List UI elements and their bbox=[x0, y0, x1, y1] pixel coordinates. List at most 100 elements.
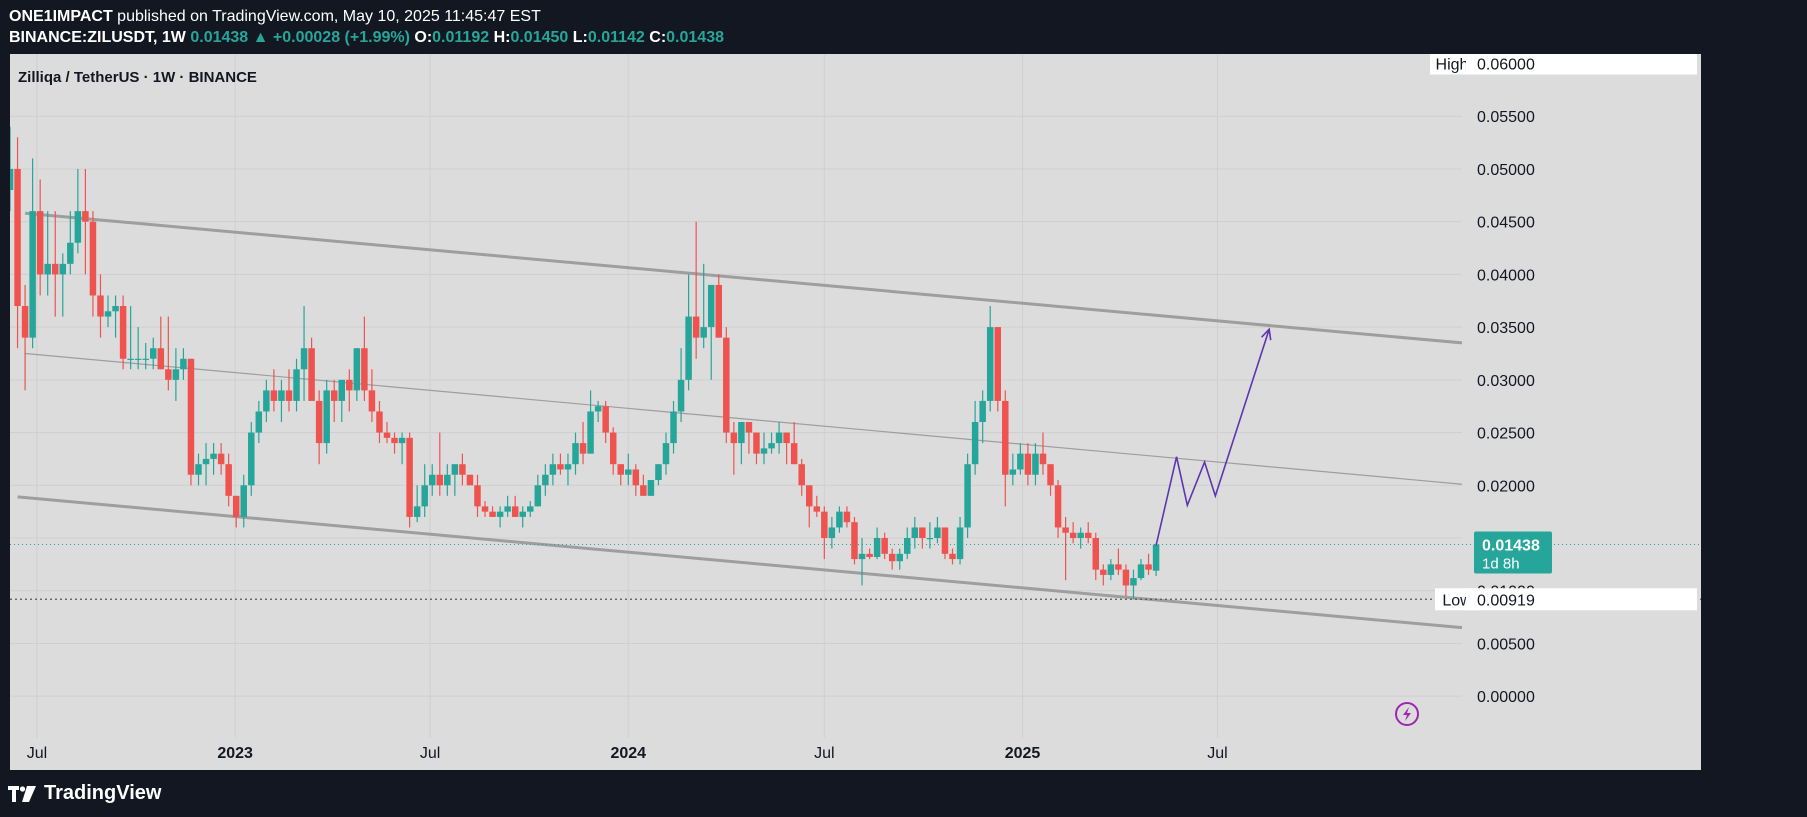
candle[interactable] bbox=[692, 221, 700, 359]
candle[interactable] bbox=[745, 422, 753, 454]
candle[interactable] bbox=[406, 432, 413, 528]
candle[interactable] bbox=[805, 485, 813, 528]
candle[interactable] bbox=[1130, 569, 1137, 600]
candle[interactable] bbox=[489, 506, 496, 517]
candle[interactable] bbox=[617, 464, 624, 486]
candle[interactable] bbox=[1054, 480, 1062, 539]
candle[interactable] bbox=[36, 179, 44, 296]
candle[interactable] bbox=[956, 516, 964, 565]
candle[interactable] bbox=[511, 495, 519, 517]
candle[interactable] bbox=[594, 400, 602, 423]
candle[interactable] bbox=[1092, 532, 1100, 581]
candle[interactable] bbox=[609, 427, 617, 475]
candle[interactable] bbox=[285, 369, 293, 412]
candle[interactable] bbox=[428, 464, 436, 496]
candle[interactable] bbox=[1077, 527, 1084, 549]
candle[interactable] bbox=[361, 316, 368, 401]
candle[interactable] bbox=[926, 522, 934, 549]
candle[interactable] bbox=[557, 453, 564, 475]
candle[interactable] bbox=[1002, 390, 1009, 507]
candle[interactable] bbox=[783, 432, 790, 465]
lower-channel-line[interactable] bbox=[17, 495, 1463, 630]
candle[interactable] bbox=[157, 316, 165, 370]
price-scale[interactable] bbox=[1462, 54, 1701, 770]
candle[interactable] bbox=[647, 480, 655, 496]
candle[interactable] bbox=[602, 400, 609, 444]
candle[interactable] bbox=[760, 432, 768, 465]
candle[interactable] bbox=[504, 495, 511, 517]
candle[interactable] bbox=[459, 453, 466, 486]
candle[interactable] bbox=[217, 443, 225, 475]
candle[interactable] bbox=[240, 474, 247, 528]
candle[interactable] bbox=[74, 168, 82, 254]
candle[interactable] bbox=[994, 327, 1001, 412]
time-scale[interactable] bbox=[10, 738, 1462, 770]
candle[interactable] bbox=[376, 400, 383, 444]
candle[interactable] bbox=[21, 284, 29, 391]
candle[interactable] bbox=[715, 274, 723, 338]
candle[interactable] bbox=[1047, 464, 1054, 496]
candle[interactable] bbox=[82, 168, 89, 275]
candle[interactable] bbox=[949, 548, 956, 565]
candle[interactable] bbox=[662, 432, 670, 475]
candle[interactable] bbox=[542, 464, 549, 496]
candle[interactable] bbox=[391, 432, 398, 454]
candle[interactable] bbox=[368, 369, 376, 423]
candle[interactable] bbox=[481, 501, 489, 517]
candle[interactable] bbox=[534, 474, 542, 507]
candle[interactable] bbox=[270, 369, 278, 412]
candle[interactable] bbox=[134, 327, 142, 370]
candle[interactable] bbox=[700, 263, 707, 349]
candle[interactable] bbox=[330, 379, 338, 423]
candle[interactable] bbox=[919, 527, 926, 549]
candle[interactable] bbox=[813, 495, 821, 517]
candle[interactable] bbox=[858, 538, 866, 586]
candle[interactable] bbox=[14, 137, 21, 349]
candle[interactable] bbox=[1032, 443, 1039, 486]
candle[interactable] bbox=[263, 379, 270, 423]
candle[interactable] bbox=[527, 501, 534, 517]
candle[interactable] bbox=[315, 390, 323, 465]
candle[interactable] bbox=[685, 274, 692, 391]
candle[interactable] bbox=[195, 453, 202, 486]
candle[interactable] bbox=[210, 443, 217, 475]
chart-pane[interactable]: Zilliqa / TetherUS · 1W · BINANCE 0.0000… bbox=[6, 52, 1701, 770]
candle[interactable] bbox=[738, 422, 745, 465]
candle[interactable] bbox=[753, 432, 760, 465]
candle[interactable] bbox=[1107, 559, 1115, 581]
candle[interactable] bbox=[225, 453, 232, 507]
candle[interactable] bbox=[828, 516, 836, 549]
candle[interactable] bbox=[255, 400, 263, 444]
candle[interactable] bbox=[232, 495, 240, 528]
candle[interactable] bbox=[979, 390, 986, 444]
candle[interactable] bbox=[248, 422, 255, 496]
candle[interactable] bbox=[127, 306, 134, 370]
candle[interactable] bbox=[549, 453, 557, 486]
candle[interactable] bbox=[579, 422, 587, 465]
candle[interactable] bbox=[911, 516, 919, 549]
candle[interactable] bbox=[564, 453, 572, 486]
candle[interactable] bbox=[1062, 516, 1069, 581]
candle[interactable] bbox=[6, 126, 14, 212]
candle[interactable] bbox=[142, 342, 149, 370]
candle[interactable] bbox=[632, 464, 640, 496]
upper-channel-line[interactable] bbox=[24, 211, 1463, 345]
candle[interactable] bbox=[172, 348, 180, 401]
candle[interactable] bbox=[1145, 553, 1152, 575]
candle[interactable] bbox=[293, 358, 300, 412]
candle[interactable] bbox=[165, 316, 172, 391]
candle[interactable] bbox=[640, 474, 647, 496]
candle[interactable] bbox=[1017, 443, 1024, 475]
candle[interactable] bbox=[436, 432, 444, 496]
candle[interactable] bbox=[44, 211, 51, 296]
candle[interactable] bbox=[421, 464, 428, 517]
candle[interactable] bbox=[308, 337, 315, 401]
candle[interactable] bbox=[112, 295, 119, 338]
candle[interactable] bbox=[1069, 522, 1077, 544]
candle[interactable] bbox=[119, 295, 127, 370]
candle[interactable] bbox=[655, 464, 662, 486]
candle[interactable] bbox=[670, 400, 677, 454]
candle[interactable] bbox=[888, 548, 896, 570]
candle[interactable] bbox=[29, 158, 36, 349]
candle[interactable] bbox=[202, 443, 210, 486]
